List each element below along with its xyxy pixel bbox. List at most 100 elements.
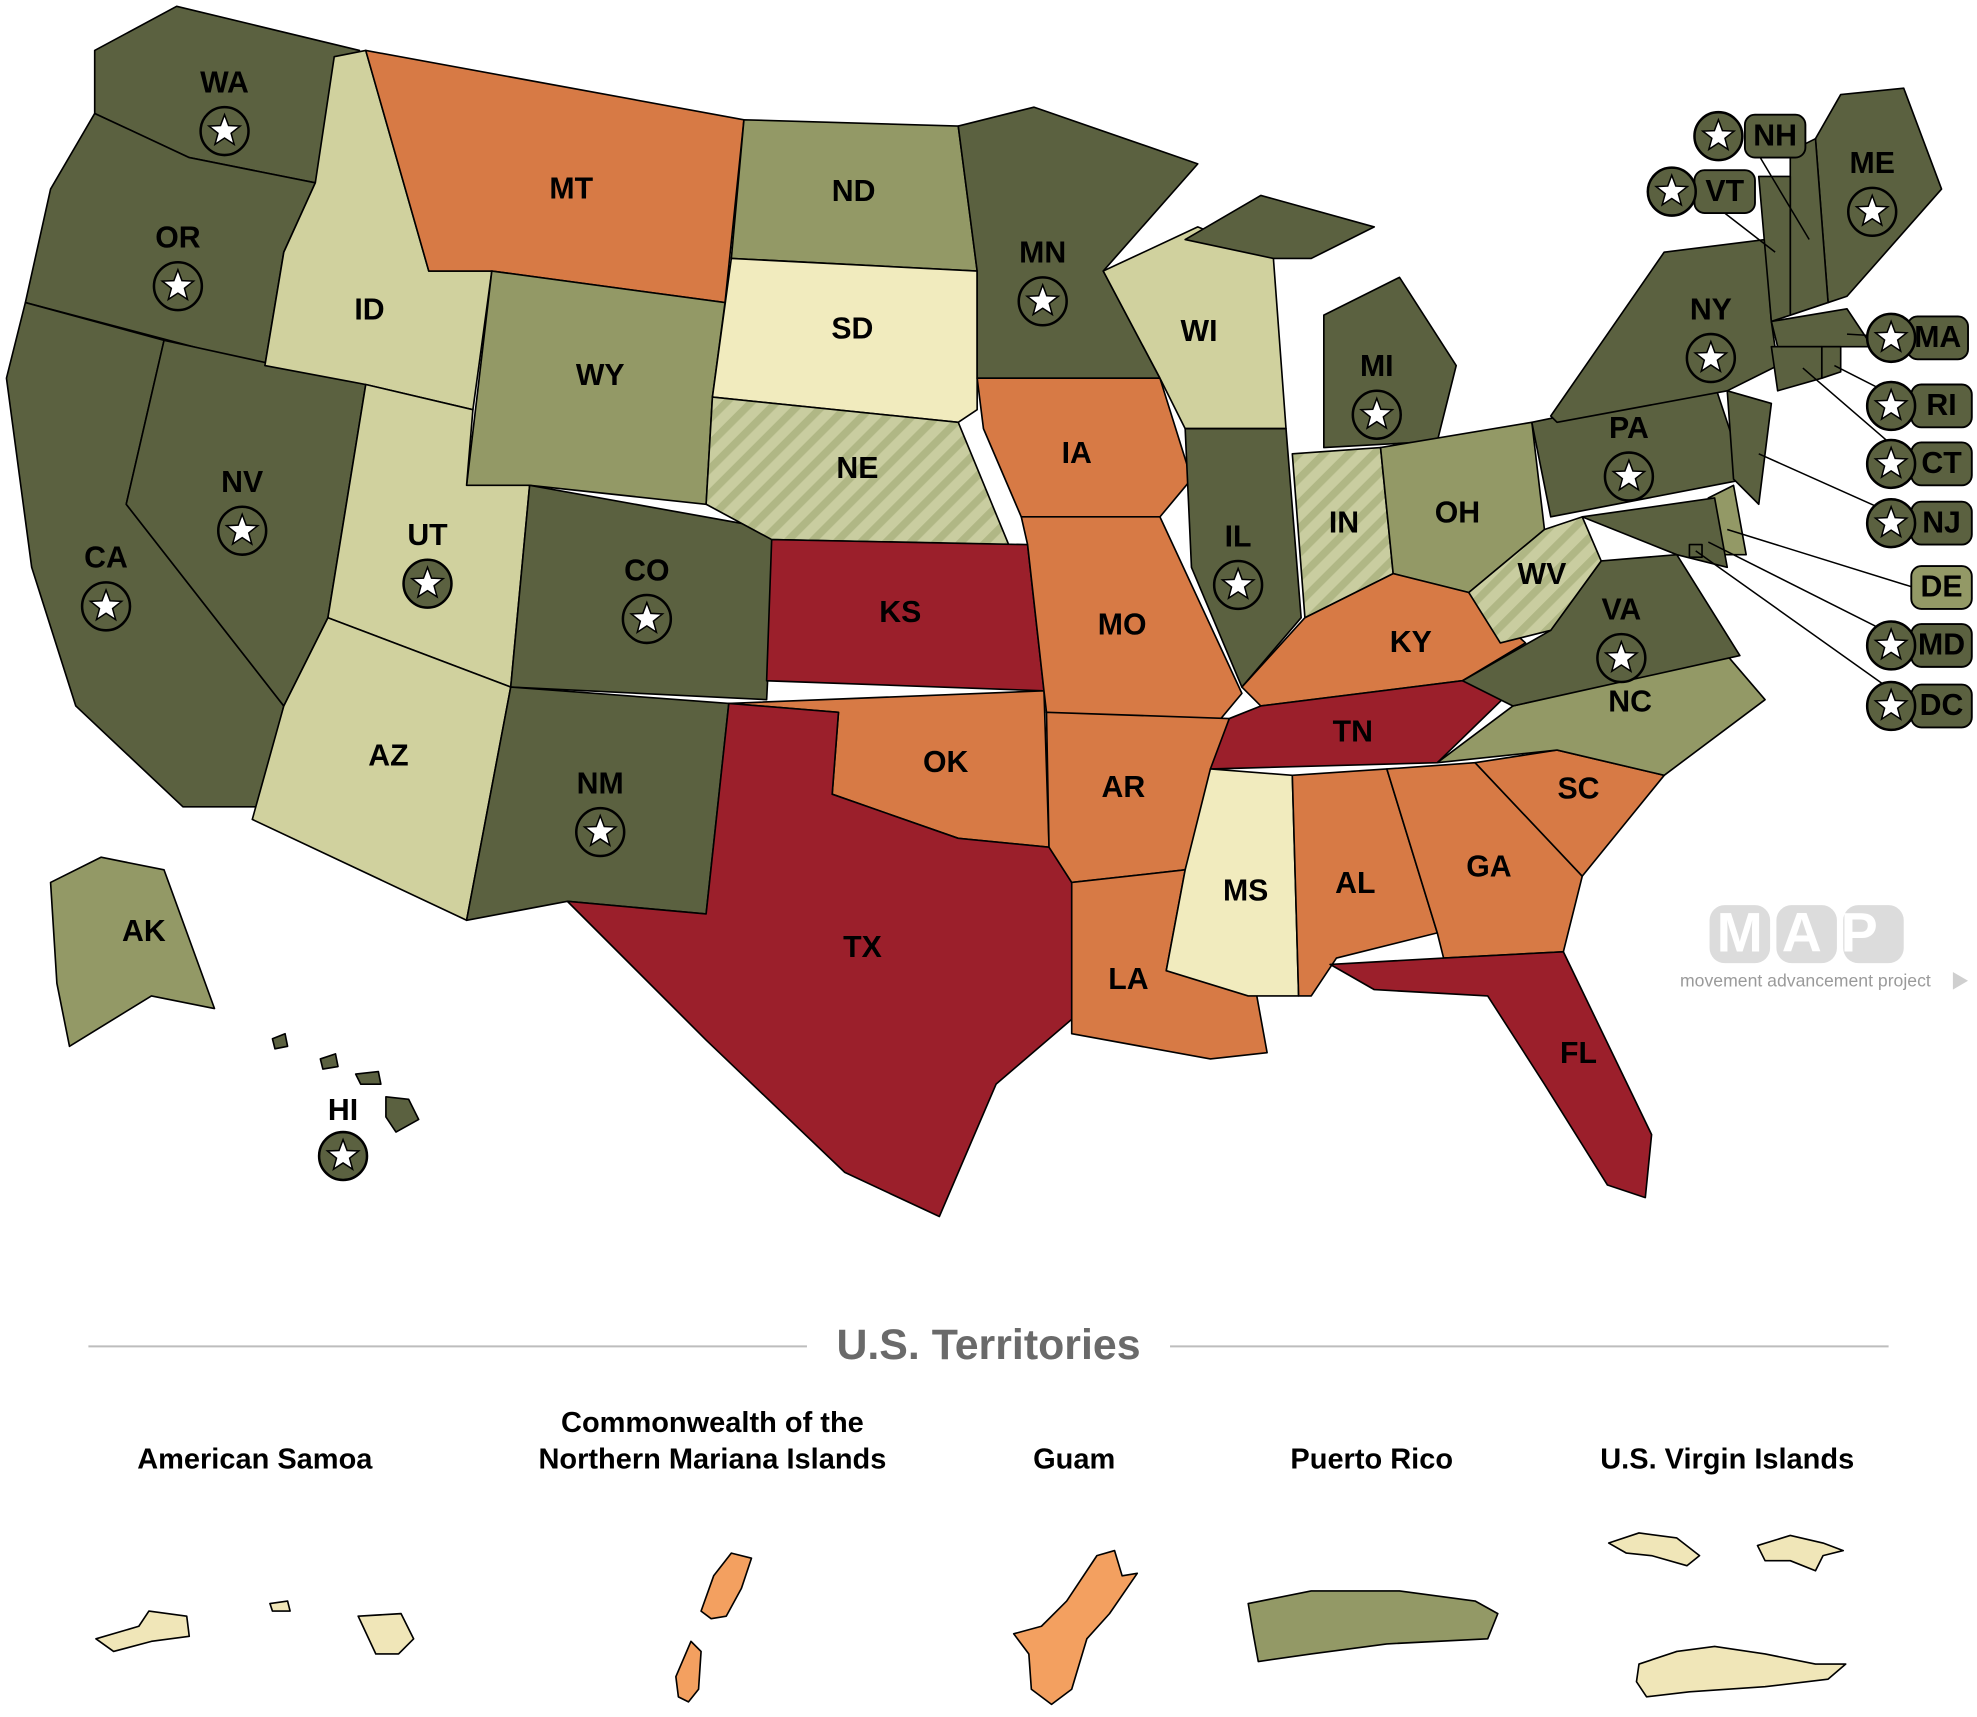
star [1025, 282, 1061, 317]
star [1700, 117, 1737, 152]
state-label: WA [200, 66, 249, 99]
state-label: MT [549, 172, 593, 205]
state-label: FL [1560, 1037, 1597, 1070]
territory-shape [700, 1552, 753, 1620]
state-label: OH [1435, 496, 1480, 529]
state-label: AK [122, 915, 166, 948]
state-label: DC [1920, 689, 1964, 722]
state-label: IN [1329, 506, 1359, 539]
state-label: TN [1333, 716, 1373, 749]
star [325, 1137, 361, 1171]
logo-tagline: movement advancement project [1680, 971, 1931, 991]
territories-heading: U.S. Territories [836, 1321, 1140, 1369]
state-shape [271, 1032, 289, 1050]
state-label: NJ [1922, 506, 1961, 539]
state-label: AL [1335, 867, 1375, 900]
star [1693, 339, 1729, 373]
leader-line [1727, 528, 1915, 589]
state-label: TX [843, 931, 882, 964]
state-shape [509, 484, 777, 701]
star [1359, 396, 1395, 430]
labels-layer: WA OR CA NV ID MT WY UT AZ CO NM ND SD NE KS OK TX MN IA MO… [80, 66, 1973, 1182]
state-label: ME [1850, 147, 1895, 180]
state-label: MI [1360, 350, 1394, 383]
territory-shape [675, 1640, 702, 1703]
state-label: HI [328, 1094, 358, 1127]
star [582, 813, 618, 847]
territory-name: American Samoa [137, 1444, 373, 1476]
state-shape [1329, 950, 1653, 1199]
state-label: VT [1705, 175, 1744, 208]
state-label: WY [576, 359, 625, 392]
state-shape [1467, 516, 1602, 644]
state-label: GA [1466, 851, 1512, 884]
star [1873, 319, 1909, 353]
state-label: OR [155, 222, 201, 255]
state-label: KY [1390, 626, 1432, 659]
star [1873, 387, 1909, 421]
state-shape [566, 702, 1086, 1218]
state-shape [385, 1095, 420, 1133]
state-shape [251, 616, 512, 922]
logo-initials: MAP [1717, 901, 1897, 963]
star [224, 512, 260, 546]
state-label: CO [624, 554, 669, 587]
star [160, 267, 196, 302]
territory-name: U.S. Virgin Islands [1600, 1444, 1854, 1476]
callout-box [1743, 113, 1807, 159]
star [1654, 173, 1690, 207]
state-label: CA [84, 542, 128, 575]
star [1854, 193, 1890, 227]
state-label: SC [1557, 772, 1599, 805]
state-label: NY [1690, 293, 1732, 326]
state-label: DE [1921, 571, 1963, 604]
logo-tile [1843, 905, 1904, 964]
star [1873, 504, 1909, 539]
star [409, 565, 446, 599]
state-label: LA [1108, 963, 1148, 996]
state-shape [1726, 389, 1773, 506]
star [1611, 457, 1647, 492]
territory-name: Commonwealth of the [561, 1407, 864, 1439]
territory-shape [1635, 1645, 1847, 1698]
territory-shape [269, 1600, 291, 1612]
state-shape [1770, 345, 1823, 392]
state-label: ND [832, 175, 876, 208]
territory-shape [357, 1612, 415, 1655]
state-label: WI [1181, 315, 1218, 348]
state-label: AZ [368, 740, 408, 773]
territory-name: Puerto Rico [1290, 1444, 1453, 1476]
state-label: NE [836, 452, 878, 485]
star [1873, 626, 1909, 661]
star [88, 587, 124, 622]
state-shape [319, 1053, 339, 1070]
state-shape [711, 257, 978, 424]
state-label: SD [831, 312, 873, 345]
state-label: MS [1223, 875, 1268, 908]
star [1873, 445, 1909, 479]
state-label: IL [1225, 520, 1252, 553]
state-label: CT [1921, 447, 1962, 480]
state-label: NV [221, 466, 263, 499]
state-label: NC [1608, 685, 1652, 718]
state-label: NH [1753, 119, 1797, 152]
star [1603, 639, 1640, 674]
state-label: OK [923, 746, 969, 779]
territory-shape [95, 1610, 191, 1653]
state-label: KS [879, 596, 921, 629]
territory-name: Northern Mariana Islands [538, 1444, 886, 1476]
state-label: RI [1926, 389, 1956, 422]
leader-line [1695, 550, 1915, 707]
state-label: AR [1102, 771, 1146, 804]
callout-box [1910, 565, 1973, 610]
logo: MAP movement advancement project [1680, 901, 1969, 991]
territories: U.S. Territories American Samoa Commonwea… [88, 1321, 1889, 1706]
state-label: NM [577, 767, 624, 800]
state-label: VA [1601, 593, 1641, 626]
state-label: MA [1914, 321, 1961, 354]
state-shape [1184, 194, 1376, 260]
state-shape [1184, 427, 1302, 688]
state-label: MN [1019, 237, 1066, 270]
state-shape [1757, 175, 1792, 323]
